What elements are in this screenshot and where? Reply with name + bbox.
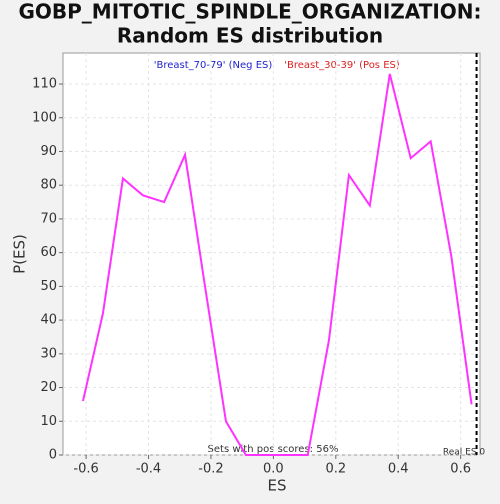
y-tick-label: 110: [32, 77, 57, 92]
y-tick-label: 20: [40, 380, 57, 395]
legend-label: 'Breast_70-79' (Neg ES): [154, 60, 273, 71]
y-tick-label: 30: [40, 346, 57, 361]
x-tick-label: 0.2: [325, 462, 346, 477]
x-tick-label: -0.4: [136, 462, 161, 477]
y-tick-label: 90: [40, 144, 57, 159]
y-tick-label: 70: [40, 211, 57, 226]
y-axis-label: P(ES): [11, 234, 29, 274]
series-line: [82, 73, 473, 456]
x-tick-label: 0.6: [450, 462, 471, 477]
chart-subtitle: Random ES distribution: [117, 24, 383, 48]
y-tick-label: 10: [40, 414, 57, 429]
y-tick-label: 50: [40, 279, 57, 294]
x-tick-label: -0.2: [198, 462, 223, 477]
y-tick-label: 0: [49, 448, 57, 463]
x-tick-label: 0.4: [388, 462, 409, 477]
legend-label: 'Breast_30-39' (Pos ES): [284, 60, 400, 71]
x-tick-label: -0.6: [73, 462, 98, 477]
real-es-label: Real ES 0: [443, 448, 486, 458]
x-axis-label: ES: [268, 477, 287, 495]
chart-title: GOBP_MITOTIC_SPINDLE_ORGANIZATION:: [18, 0, 481, 24]
y-tick-label: 40: [40, 313, 57, 328]
y-tick-label: 60: [40, 245, 57, 260]
y-tick-label: 80: [40, 178, 57, 193]
plot-area: [62, 52, 481, 456]
y-tick-label: 100: [32, 110, 57, 125]
x-tick-label: 0.0: [263, 462, 284, 477]
